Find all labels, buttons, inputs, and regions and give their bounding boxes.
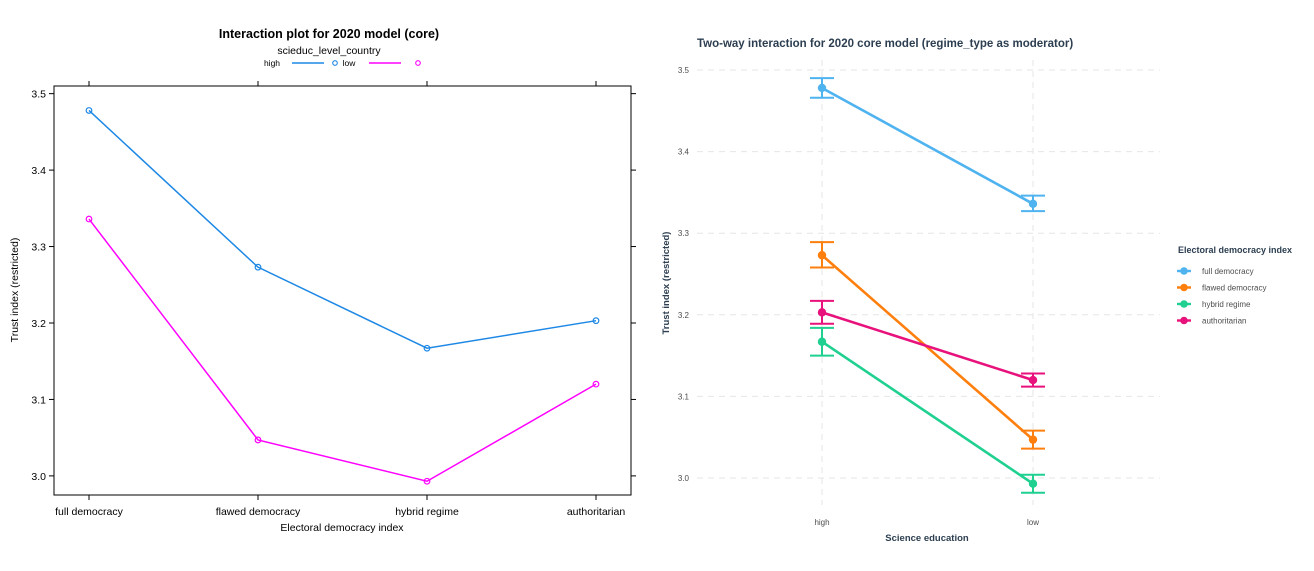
left-x-tick-label: flawed democracy (216, 506, 301, 518)
right-y-axis-label: Trust index (restricted) (661, 232, 672, 335)
right-series (810, 77, 1045, 494)
right-y-tick-label: 3.4 (678, 148, 690, 157)
right-data-point (817, 308, 827, 317)
left-y-axis-label: Trust index (restricted) (9, 238, 21, 343)
left-x-tick-label: full democracy (55, 506, 123, 518)
left-y-tick-label: 3.4 (31, 165, 46, 177)
left-y-tick-label: 3.0 (31, 471, 46, 483)
left-y-axis: 3.0 3.1 3.2 3.3 3.4 3.5 (31, 89, 636, 483)
left-chart: Interaction plot for 2020 model (core) s… (9, 27, 636, 534)
right-data-point (1028, 435, 1038, 444)
right-series-line-3 (821, 311, 1034, 382)
left-x-tick-label: authoritarian (567, 506, 626, 518)
right-legend-label: flawed democracy (1202, 284, 1266, 293)
right-x-axis-label: Science education (885, 533, 969, 544)
right-data-point (817, 337, 827, 346)
left-series-line-high (88, 109, 597, 349)
left-x-axis-label: Electoral democracy index (280, 522, 404, 534)
left-legend-title: scieduc_level_country (277, 45, 381, 57)
right-x-tick-label: low (1027, 518, 1039, 527)
right-legend-label: hybrid regime (1202, 300, 1251, 309)
left-series-line-low (88, 218, 597, 483)
left-legend-label: high (264, 58, 280, 68)
right-legend-swatch-point (1180, 283, 1188, 292)
left-plot-frame (53, 85, 632, 496)
right-data-point (817, 251, 827, 260)
left-x-axis: full democracy flawed democracy hybrid reg… (55, 81, 625, 518)
left-y-tick-label: 3.1 (31, 394, 46, 406)
left-data-point (423, 477, 431, 485)
left-legend: high low (264, 58, 421, 68)
left-data-point (254, 263, 262, 271)
right-y-tick-label: 3.2 (678, 311, 690, 320)
right-chart-title: Two-way interaction for 2020 core model … (697, 38, 1073, 50)
left-data-point (85, 107, 93, 114)
left-data-point (423, 344, 431, 352)
left-legend-label: low (343, 58, 357, 68)
right-y-tick-label: 3.5 (678, 66, 690, 75)
right-legend-swatch-point (1180, 267, 1188, 275)
left-legend-point-swatch (415, 60, 421, 66)
left-legend-point-swatch (332, 60, 338, 66)
right-x-tick-label: high (814, 518, 829, 527)
right-y-tick-label: 3.0 (678, 474, 690, 483)
right-series-line-0 (821, 86, 1034, 205)
right-y-tick-label: 3.3 (678, 229, 690, 238)
left-data-point (592, 317, 600, 325)
right-legend: full democracy flawed democracy hybrid reg… (1177, 267, 1266, 326)
left-y-tick-label: 3.3 (31, 242, 46, 254)
left-x-tick-label: hybrid regime (395, 506, 459, 518)
right-data-point (1028, 479, 1038, 488)
right-grid (697, 60, 1160, 505)
right-data-point (817, 83, 827, 93)
left-data-point (592, 380, 600, 388)
left-chart-title: Interaction plot for 2020 model (core) (219, 27, 439, 41)
left-data-point (85, 215, 93, 223)
right-chart: Two-way interaction for 2020 core model … (661, 38, 1292, 544)
left-y-tick-label: 3.5 (31, 89, 46, 101)
right-series-line-2 (821, 340, 1034, 485)
right-y-tick-label: 3.1 (678, 392, 690, 401)
left-y-tick-label: 3.2 (31, 318, 46, 330)
left-series (85, 107, 600, 485)
right-x-axis: high low (814, 518, 1039, 527)
right-legend-label: authoritarian (1202, 317, 1246, 326)
right-data-point (1028, 375, 1038, 385)
right-legend-swatch-point (1180, 316, 1188, 325)
right-legend-label: full democracy (1202, 267, 1254, 276)
left-data-point (254, 436, 262, 444)
right-legend-title: Electoral democracy index (1178, 245, 1292, 255)
right-legend-swatch-point (1180, 300, 1188, 308)
right-y-axis: 3.0 3.1 3.2 3.3 3.4 3.5 (678, 66, 690, 483)
right-data-point (1028, 199, 1038, 209)
